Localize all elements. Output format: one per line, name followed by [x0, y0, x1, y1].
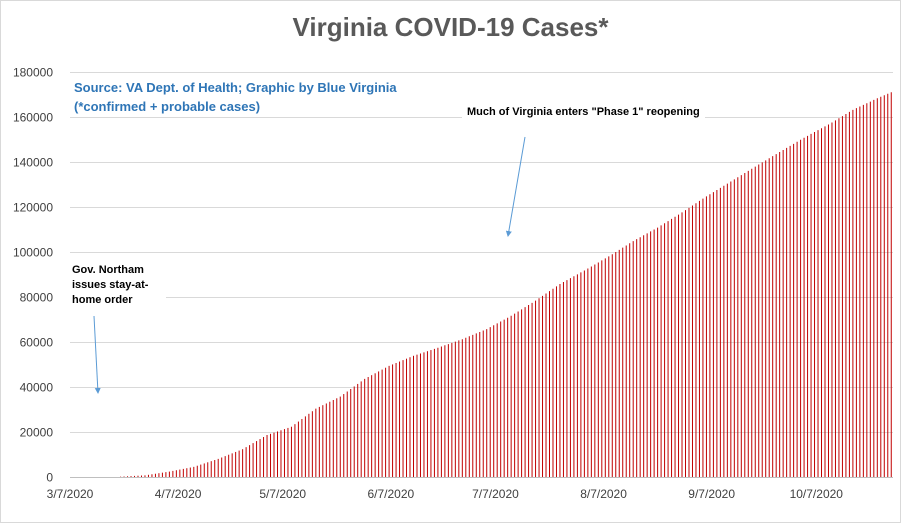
y-tick-label: 180000: [13, 66, 53, 80]
y-tick-label: 60000: [20, 336, 54, 350]
chart-title: Virginia COVID-19 Cases*: [292, 12, 609, 42]
source-line: Source: VA Dept. of Health; Graphic by B…: [74, 80, 397, 95]
cases-note-line: (*confirmed + probable cases): [74, 99, 261, 114]
x-tick-label: 7/7/2020: [472, 487, 519, 501]
x-tick-label: 4/7/2020: [155, 487, 202, 501]
x-tick-label: 6/7/2020: [367, 487, 414, 501]
x-tick-label: 5/7/2020: [259, 487, 306, 501]
y-tick-label: 0: [46, 471, 53, 485]
y-tick-label: 120000: [13, 201, 53, 215]
y-tick-label: 80000: [20, 291, 54, 305]
phase1-arrow: [505, 136, 526, 237]
y-tick-label: 140000: [13, 156, 53, 170]
x-tick-label: 8/7/2020: [580, 487, 627, 501]
x-tick-label: 3/7/2020: [47, 487, 94, 501]
annotation-phase1-reopening: Much of Virginia enters "Phase 1" reopen…: [462, 104, 705, 121]
y-tick-label: 40000: [20, 381, 54, 395]
x-tick-label: 9/7/2020: [688, 487, 735, 501]
annotation-stay-at-home-order: Gov. Northam issues stay-at-home order: [70, 262, 166, 309]
y-tick-label: 20000: [20, 426, 54, 440]
y-tick-label: 160000: [13, 111, 53, 125]
chart-source-note: Source: VA Dept. of Health; Graphic by B…: [74, 78, 397, 116]
stay-at-home-arrow: [93, 315, 101, 394]
y-tick-label: 100000: [13, 246, 53, 260]
x-tick-label: 10/7/2020: [790, 487, 844, 501]
